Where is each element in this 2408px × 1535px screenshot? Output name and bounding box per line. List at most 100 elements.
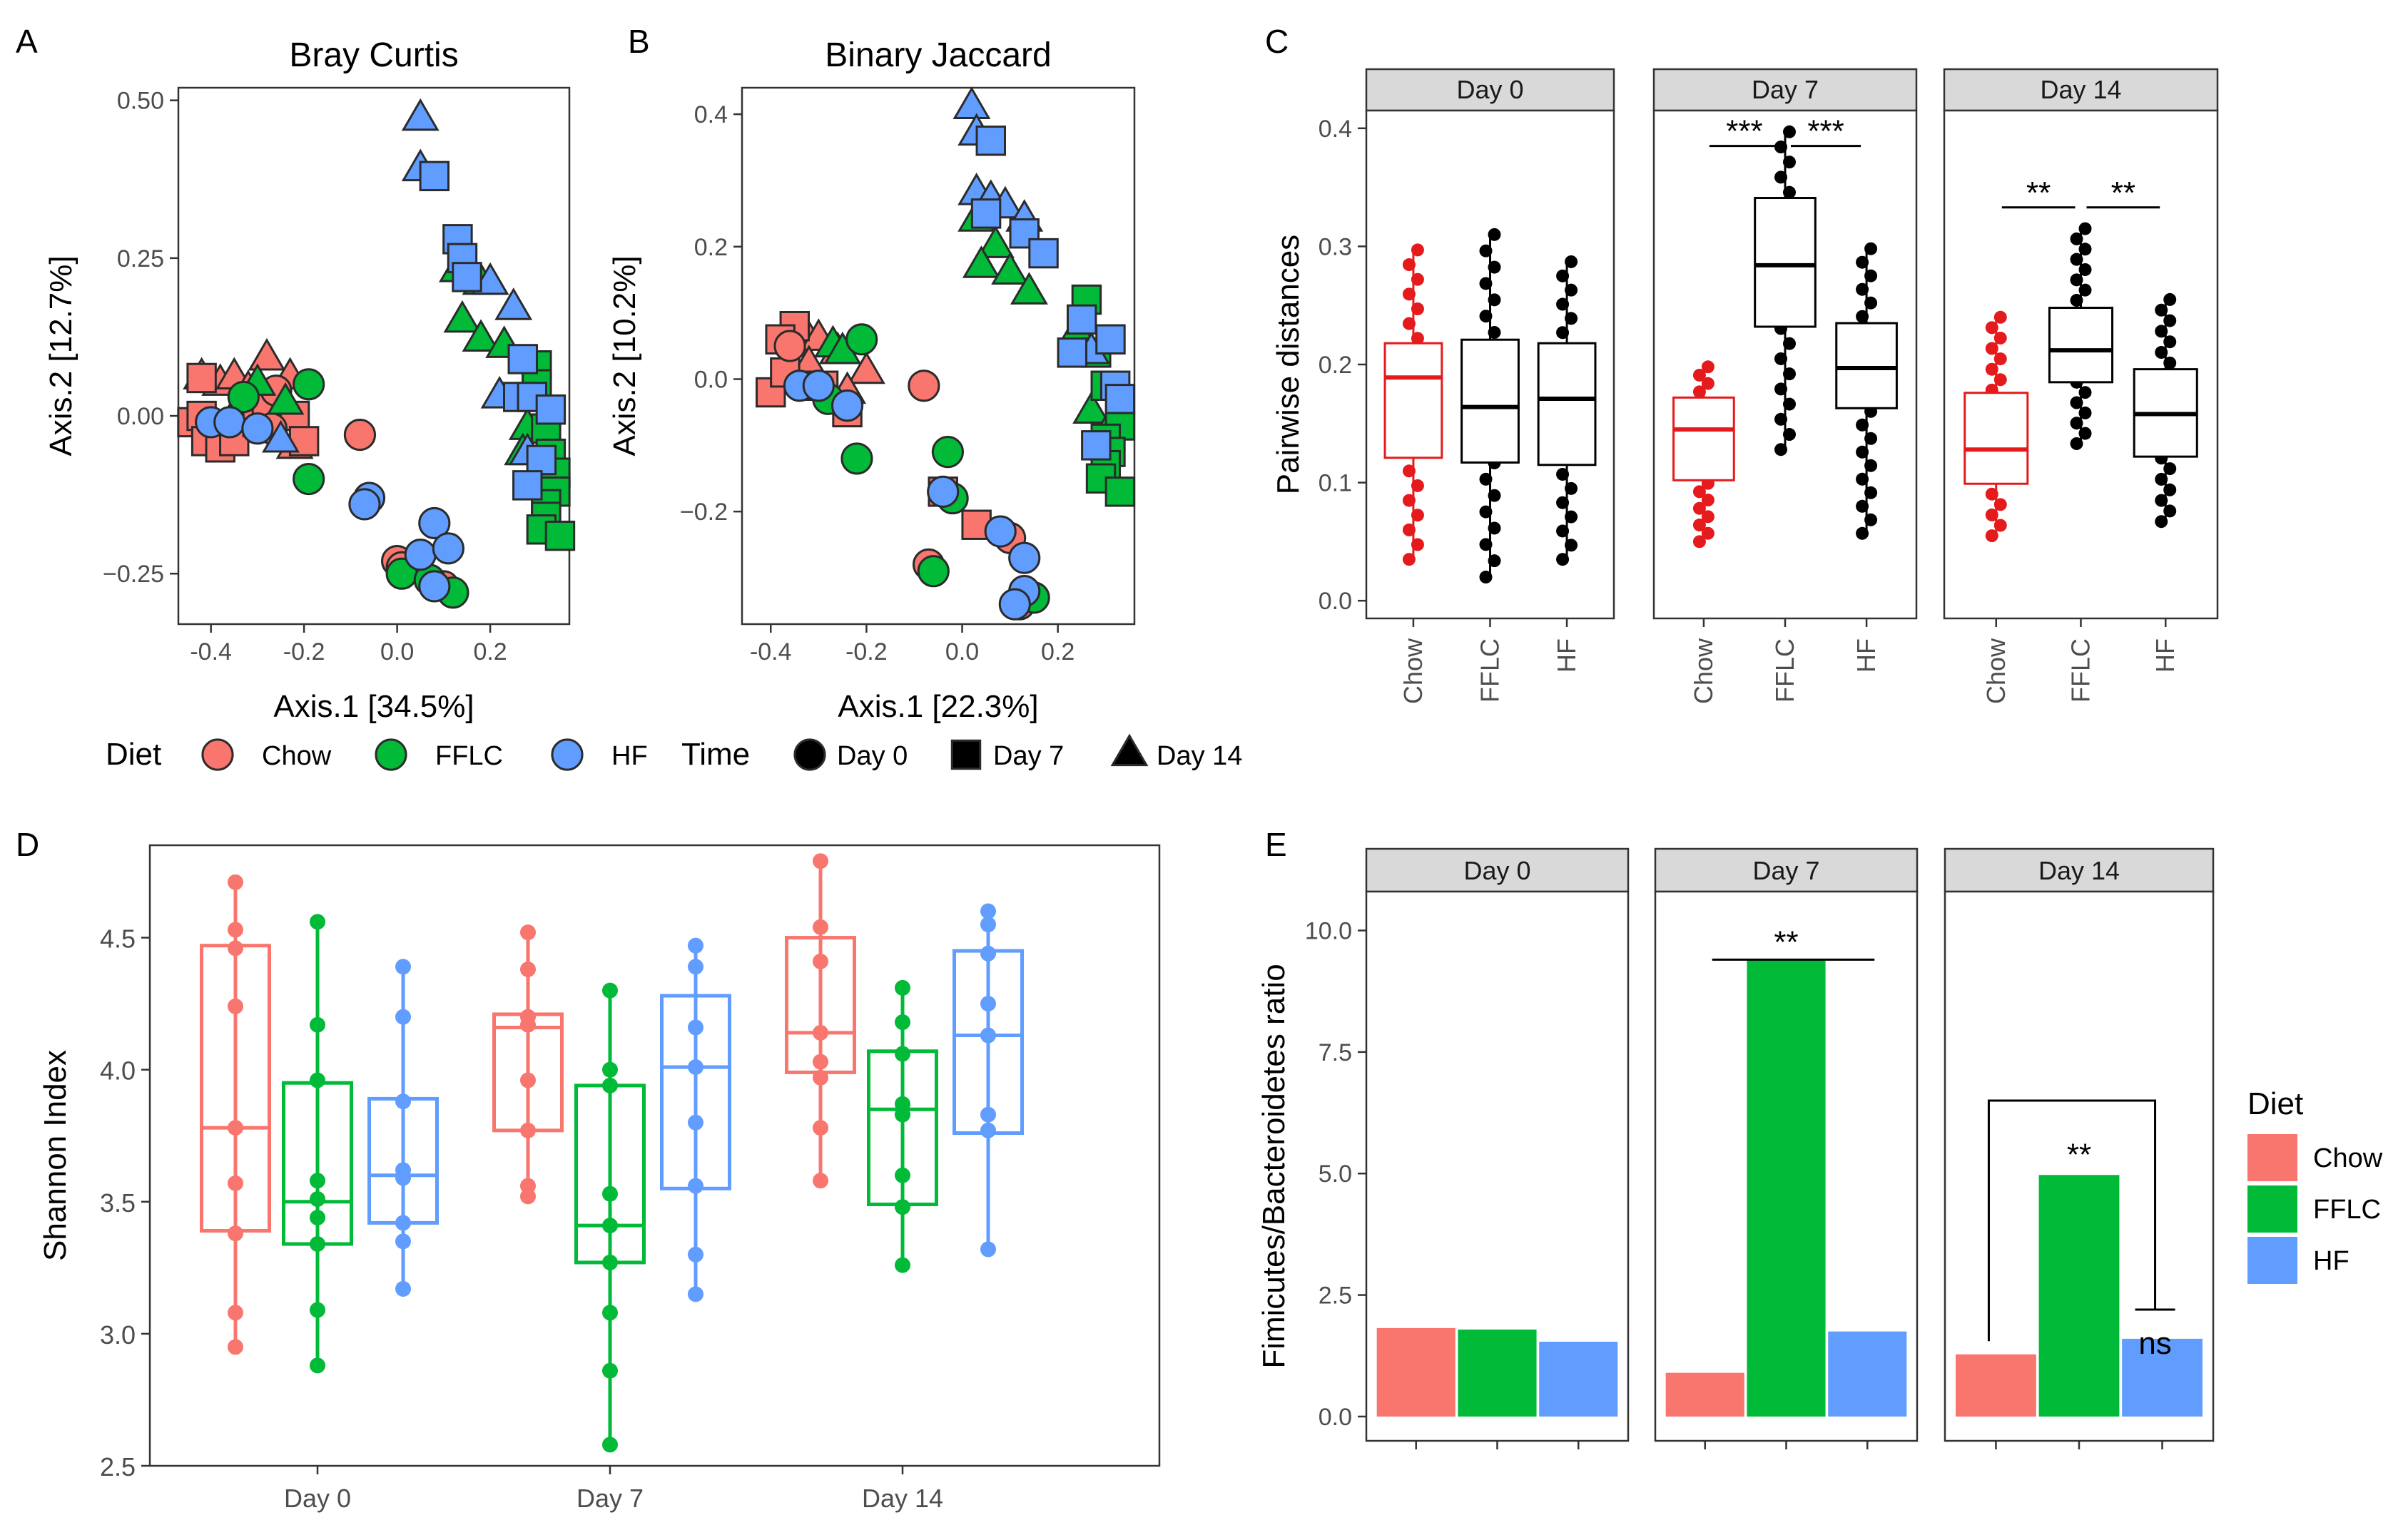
legend-label: FFLC	[2313, 1195, 2381, 1225]
panel-letter: C	[1265, 23, 1289, 60]
shannon-point	[602, 1077, 618, 1093]
shannon-point	[688, 1246, 703, 1263]
distance-point	[1783, 337, 1796, 350]
distance-point	[2155, 494, 2168, 507]
data-point	[494, 287, 533, 320]
y-tick-label: −0.2	[680, 499, 728, 526]
legend-diet-swatch	[551, 738, 584, 771]
shannon-point	[813, 919, 828, 935]
y-tick-label: 2.5	[100, 1452, 136, 1482]
facet-label: Day 7	[1752, 75, 1819, 104]
distance-point	[1856, 472, 1869, 486]
distance-point	[2155, 346, 2168, 359]
distance-point	[2163, 504, 2177, 518]
x-tick-label: Day 0	[284, 1484, 351, 1513]
x-tick-label: 0.0	[380, 638, 414, 665]
distance-point	[1565, 255, 1578, 268]
distance-point	[1488, 554, 1501, 568]
ratio-bar	[1376, 1327, 1456, 1417]
shannon-point	[895, 979, 910, 996]
distance-point	[1479, 571, 1493, 584]
shannon-point	[228, 1120, 243, 1136]
distance-point	[1411, 509, 1424, 522]
distance-point	[1479, 538, 1493, 551]
x-tick-label: Day 7	[576, 1484, 644, 1513]
distance-point	[1774, 352, 1787, 365]
data-point	[432, 532, 464, 565]
shannon-point	[895, 1167, 910, 1183]
data-point	[544, 520, 576, 551]
distance-point	[1856, 255, 1869, 269]
distance-point	[1993, 519, 2007, 532]
x-tick-label: -0.2	[283, 638, 325, 665]
facet-strip	[1654, 847, 1919, 893]
data-point	[227, 380, 260, 414]
distance-point	[1556, 326, 1570, 340]
ratio-bar	[1539, 1341, 1618, 1417]
y-tick-label: 0.0	[1319, 588, 1352, 615]
shannon-point	[602, 1185, 618, 1202]
legend-diet-time: Diet Chow FFLC HF Time Day 0 Day 7 Day 14	[106, 733, 1242, 772]
box-iqr	[1383, 342, 1443, 459]
distance-point	[1783, 367, 1796, 381]
data-point	[241, 412, 274, 445]
data-point	[1066, 304, 1097, 335]
shannon-point	[895, 1046, 910, 1062]
data-point	[401, 98, 440, 131]
distance-point	[1411, 243, 1424, 257]
distance-point	[2070, 437, 2083, 450]
shannon-point	[602, 1254, 618, 1270]
shannon-point	[813, 1173, 828, 1189]
data-point	[213, 406, 246, 439]
data-point	[1104, 384, 1136, 414]
data-point	[975, 126, 1007, 156]
x-tick-label: Chow	[1398, 638, 1428, 704]
distance-point	[1565, 510, 1578, 524]
distance-point	[1402, 523, 1416, 536]
data-point	[991, 252, 1030, 285]
distance-point	[1411, 479, 1424, 492]
ratio-bar	[1956, 1354, 2036, 1417]
y-tick-label: 0.00	[117, 403, 164, 430]
y-tick-label: 7.5	[1319, 1039, 1352, 1066]
panel-letter: A	[16, 23, 38, 60]
distance-point	[1556, 467, 1570, 481]
shannon-point	[228, 1305, 243, 1321]
shannon-point	[310, 914, 325, 930]
x-tick-label: 0.0	[945, 638, 979, 665]
distance-point	[1774, 443, 1787, 457]
shannon-point	[688, 1019, 703, 1036]
distance-point	[1411, 272, 1424, 286]
ratio-bar	[1458, 1329, 1537, 1417]
distance-point	[1488, 228, 1501, 241]
panel-letters: A B C D E	[16, 23, 1289, 863]
x-tick-label: 0.2	[1041, 638, 1075, 665]
shannon-point	[895, 1014, 910, 1031]
distance-point	[2078, 283, 2092, 297]
distance-point	[2155, 325, 2168, 338]
distance-point	[1556, 553, 1570, 566]
distance-point	[2155, 303, 2168, 317]
distance-point	[1864, 432, 1878, 445]
facet-label: Day 7	[1752, 856, 1819, 885]
data-point	[984, 515, 1017, 548]
legend-time-title: Time	[681, 737, 750, 772]
distance-point	[2163, 483, 2177, 496]
data-point	[535, 394, 567, 425]
data-point	[847, 351, 885, 384]
facet-label: Day 14	[2040, 75, 2121, 104]
distance-point	[1479, 244, 1493, 257]
distance-point	[1856, 445, 1869, 459]
shannon-point	[310, 1236, 325, 1253]
shannon-point	[310, 1302, 325, 1318]
shannon-point	[520, 1188, 536, 1205]
facet-strip	[1943, 68, 2219, 112]
shannon-point	[813, 1024, 828, 1041]
y-tick-label: 0.4	[694, 101, 728, 128]
y-tick-label: 3.0	[100, 1320, 136, 1350]
distance-point	[1856, 499, 1869, 513]
x-tick-label: FFLC	[1475, 638, 1505, 703]
shannon-point	[980, 1106, 996, 1123]
legend-time-label: Day 14	[1157, 741, 1242, 771]
